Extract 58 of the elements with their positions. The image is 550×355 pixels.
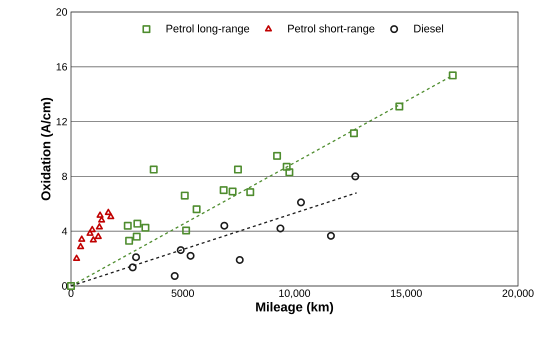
point — [186, 252, 195, 260]
point — [150, 166, 158, 174]
point — [96, 223, 103, 230]
point — [182, 226, 190, 235]
point — [125, 236, 134, 245]
point — [234, 166, 242, 174]
point — [170, 272, 179, 280]
y-tick-label: 20 — [56, 8, 68, 16]
y-tick-label: 0 — [62, 282, 68, 290]
point — [73, 254, 80, 261]
point — [94, 232, 102, 240]
x-tick-label: 5000 — [172, 290, 194, 297]
point — [78, 235, 86, 242]
point — [128, 263, 137, 272]
y-axis-title: Oxidation (A/cm) — [40, 98, 54, 200]
y-tick-label: 16 — [56, 63, 68, 71]
point — [132, 253, 140, 262]
point — [350, 129, 358, 138]
point — [141, 224, 150, 232]
point — [77, 242, 84, 250]
point — [285, 168, 294, 176]
point — [395, 102, 404, 111]
y-tick-label: 4 — [62, 228, 68, 235]
point — [180, 192, 189, 200]
point — [133, 220, 142, 228]
point — [220, 186, 228, 194]
point — [276, 224, 284, 232]
point — [246, 188, 254, 196]
legend-label: Petrol long-range — [166, 24, 250, 35]
point — [124, 222, 132, 230]
y-tick-label: 12 — [56, 118, 67, 126]
y-tick-label: 8 — [62, 172, 68, 180]
point — [98, 216, 106, 223]
point — [228, 187, 237, 196]
point — [448, 71, 457, 80]
point — [104, 208, 112, 216]
x-axis-title: Mileage (km) — [256, 302, 334, 314]
point — [296, 198, 305, 206]
point — [107, 212, 114, 220]
point — [326, 232, 335, 240]
legend-label: Diesel — [414, 24, 444, 32]
point — [96, 211, 104, 218]
x-tick-label: 15,000 — [391, 290, 422, 298]
legend-label: Petrol short-range — [288, 24, 374, 35]
point — [88, 226, 96, 232]
point — [132, 232, 141, 241]
x-tick-label: 10,000 — [279, 290, 310, 298]
point — [282, 162, 291, 171]
point — [86, 230, 94, 236]
point — [351, 172, 360, 180]
point — [176, 246, 185, 254]
point — [273, 152, 282, 160]
point — [236, 256, 244, 264]
point — [67, 282, 76, 290]
point — [192, 205, 201, 214]
point — [90, 236, 97, 243]
point — [220, 222, 228, 230]
x-tick-label: 20,000 — [502, 290, 534, 298]
